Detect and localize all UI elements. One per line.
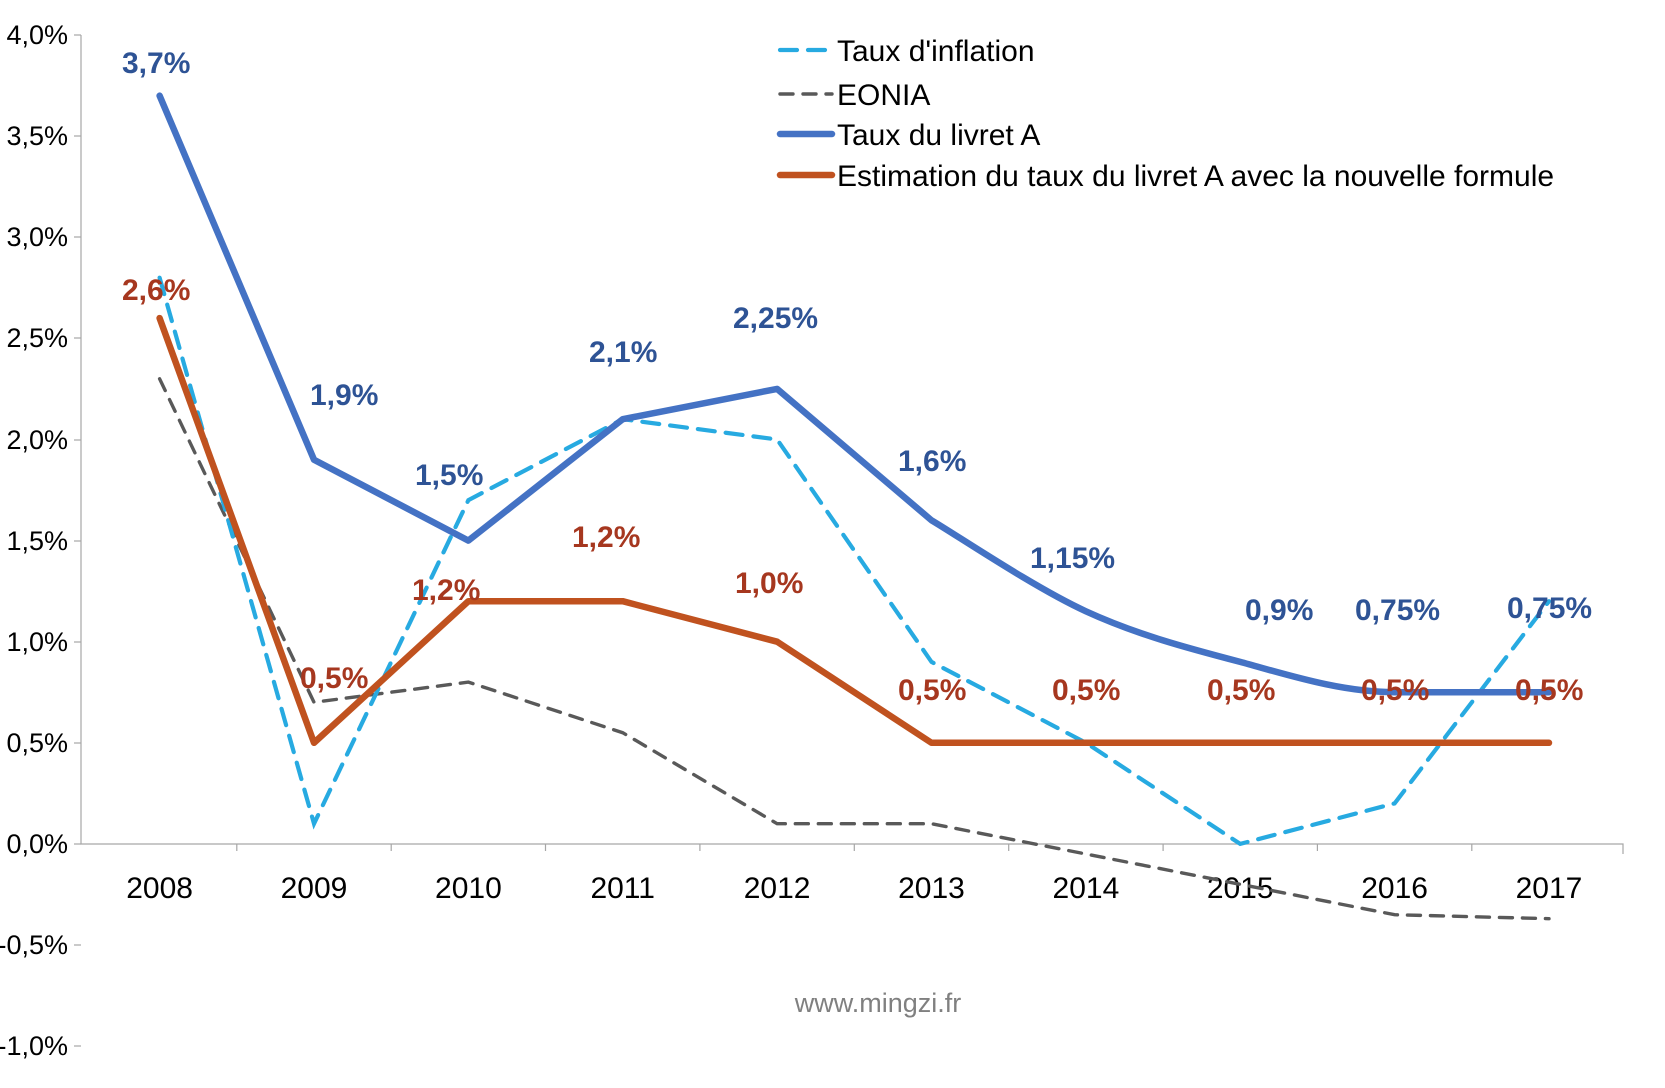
svg-text:2,1%: 2,1%	[589, 336, 657, 369]
svg-text:3,0%: 3,0%	[6, 222, 68, 252]
svg-text:2,0%: 2,0%	[6, 425, 68, 455]
svg-text:2,25%: 2,25%	[733, 302, 818, 335]
svg-text:2,6%: 2,6%	[122, 274, 190, 307]
svg-text:0,5%: 0,5%	[1052, 674, 1120, 707]
svg-text:2012: 2012	[744, 872, 811, 905]
svg-text:2009: 2009	[281, 872, 348, 905]
svg-text:0,5%: 0,5%	[898, 674, 966, 707]
svg-text:2014: 2014	[1053, 872, 1120, 905]
svg-text:3,5%: 3,5%	[6, 121, 68, 151]
svg-text:2011: 2011	[590, 872, 655, 905]
svg-text:0,5%: 0,5%	[1361, 674, 1429, 707]
svg-text:1,0%: 1,0%	[735, 567, 803, 600]
svg-text:Taux du livret A: Taux du livret A	[837, 119, 1040, 152]
svg-text:2013: 2013	[898, 872, 965, 905]
svg-text:1,2%: 1,2%	[572, 521, 640, 554]
svg-text:1,15%: 1,15%	[1030, 542, 1115, 575]
svg-text:Estimation du taux du livret A: Estimation du taux du livret A avec la n…	[837, 160, 1554, 193]
svg-text:0,5%: 0,5%	[6, 728, 68, 758]
svg-text:www.mingzi.fr: www.mingzi.fr	[794, 988, 962, 1018]
svg-text:1,5%: 1,5%	[6, 526, 68, 556]
svg-text:2010: 2010	[435, 872, 502, 905]
svg-text:0,5%: 0,5%	[300, 662, 368, 695]
svg-text:2008: 2008	[126, 872, 193, 905]
svg-text:0,5%: 0,5%	[1207, 674, 1275, 707]
svg-text:2017: 2017	[1516, 872, 1583, 905]
svg-text:1,0%: 1,0%	[6, 627, 68, 657]
svg-text:-0,5%: -0,5%	[0, 930, 68, 960]
svg-text:0,75%: 0,75%	[1355, 594, 1440, 627]
svg-text:0,5%: 0,5%	[1515, 674, 1583, 707]
svg-text:0,75%: 0,75%	[1507, 592, 1592, 625]
svg-text:3,7%: 3,7%	[122, 47, 190, 80]
svg-text:1,6%: 1,6%	[898, 445, 966, 478]
svg-text:EONIA: EONIA	[837, 79, 930, 112]
svg-text:Taux d'inflation: Taux d'inflation	[837, 35, 1035, 68]
svg-text:1,2%: 1,2%	[412, 574, 480, 607]
svg-text:4,0%: 4,0%	[6, 20, 68, 50]
svg-text:1,9%: 1,9%	[310, 379, 378, 412]
svg-text:0,9%: 0,9%	[1245, 594, 1313, 627]
svg-text:0,0%: 0,0%	[6, 829, 68, 859]
svg-text:-1,0%: -1,0%	[0, 1031, 68, 1061]
svg-text:2,5%: 2,5%	[6, 323, 68, 353]
svg-text:1,5%: 1,5%	[415, 459, 483, 492]
svg-text:2016: 2016	[1361, 872, 1428, 905]
